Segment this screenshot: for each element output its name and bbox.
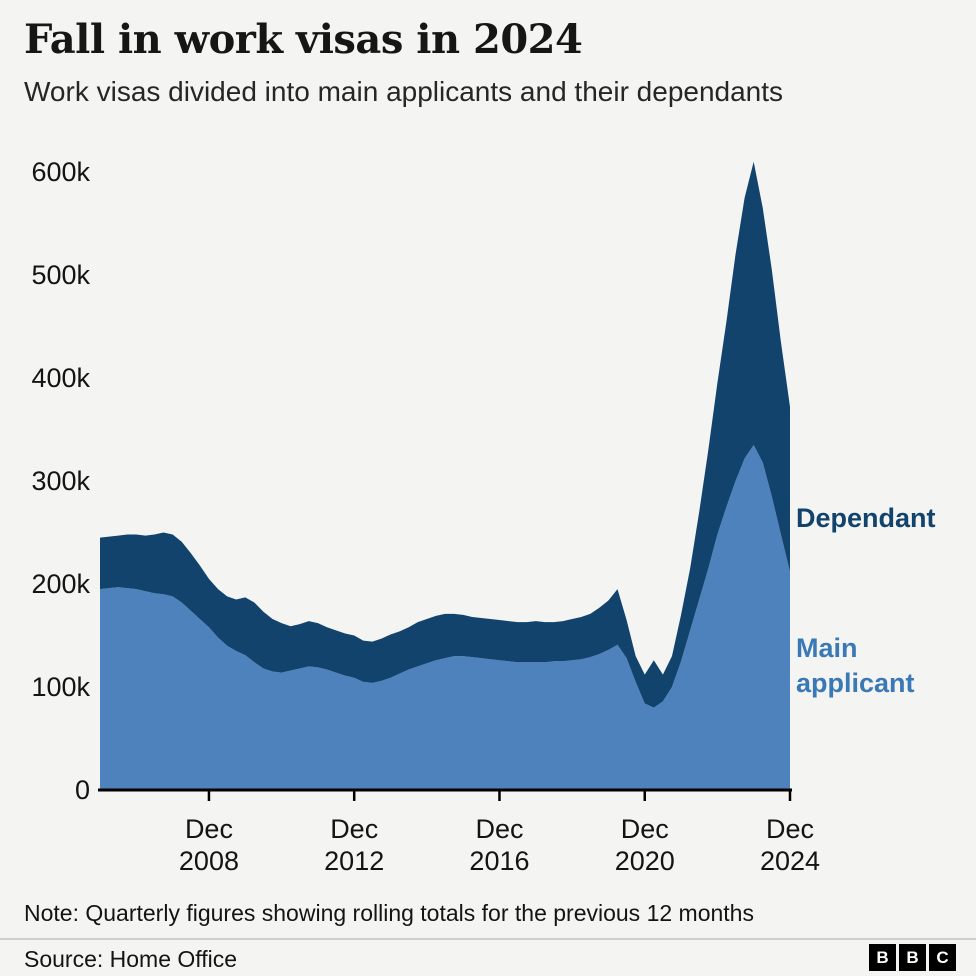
- bbc-logo-letter-c: C: [929, 944, 956, 971]
- area-main-applicant: [100, 444, 790, 790]
- y-tick-label: 100k: [31, 672, 90, 702]
- x-tick-label-month: Dec: [185, 814, 233, 844]
- y-tick-label: 200k: [31, 569, 90, 599]
- x-tick-label-year: 2008: [179, 846, 239, 876]
- series-label-main-line1: Main: [796, 633, 858, 663]
- y-tick-label: 400k: [31, 363, 90, 393]
- y-tick-label: 500k: [31, 260, 90, 290]
- x-tick-label-month: Dec: [621, 814, 669, 844]
- x-tick-label-year: 2012: [324, 846, 384, 876]
- series-label-dependant: Dependant: [796, 503, 936, 533]
- x-tick-label-year: 2020: [615, 846, 675, 876]
- footer-divider: [0, 938, 976, 940]
- x-tick-label-month: Dec: [475, 814, 523, 844]
- source-text: Source: Home Office: [24, 946, 238, 972]
- y-tick-label: 0: [75, 775, 90, 805]
- chart-note: Note: Quarterly figures showing rolling …: [24, 900, 754, 926]
- x-tick-label-year: 2016: [469, 846, 529, 876]
- series-label-main-line2: applicant: [796, 667, 915, 698]
- y-tick-label: 300k: [31, 466, 90, 496]
- x-tick-label-month: Dec: [766, 814, 814, 844]
- y-tick-label: 600k: [31, 157, 90, 187]
- page-title: Fall in work visas in 2024: [24, 16, 583, 63]
- series-label-main-applicant: Main applicant: [796, 631, 915, 700]
- bbc-logo-letter-b1: B: [869, 944, 896, 971]
- bbc-logo: B B C: [869, 944, 956, 971]
- x-tick-label-month: Dec: [330, 814, 378, 844]
- x-tick-label-year: 2024: [760, 846, 820, 876]
- bbc-logo-letter-b2: B: [899, 944, 926, 971]
- chart-subtitle: Work visas divided into main applicants …: [24, 76, 784, 107]
